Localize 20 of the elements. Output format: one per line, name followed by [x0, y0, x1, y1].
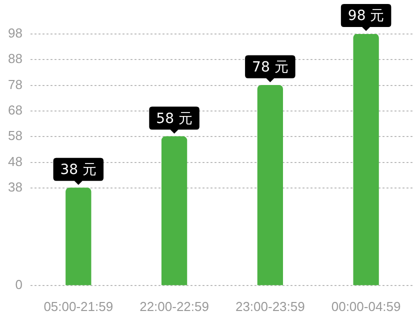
- data-label: 98 元: [348, 8, 384, 24]
- y-tick-label: 58: [8, 128, 22, 144]
- y-tick-label: 48: [8, 154, 22, 169]
- data-label: 58 元: [156, 110, 192, 127]
- bar: [66, 188, 92, 286]
- y-tick-label: 0: [15, 276, 22, 292]
- y-tick-label: 68: [8, 102, 22, 118]
- y-tick-label: 38: [8, 179, 22, 194]
- x-tick-label: 22:00-22:59: [140, 298, 209, 314]
- bar: [353, 34, 379, 286]
- bar: [161, 136, 188, 286]
- x-tick-label: 05:00-21:59: [44, 298, 114, 314]
- y-tick-label: 98: [8, 26, 22, 41]
- y-tick-label: 88: [8, 51, 22, 66]
- x-tick-label: 23:00-23:59: [235, 298, 305, 314]
- x-tick-label: 00:00-04:59: [331, 298, 401, 314]
- y-tick-label: 78: [8, 76, 22, 92]
- bar: [257, 84, 284, 286]
- data-label: 78 元: [252, 59, 288, 76]
- data-label: 38 元: [60, 162, 97, 178]
